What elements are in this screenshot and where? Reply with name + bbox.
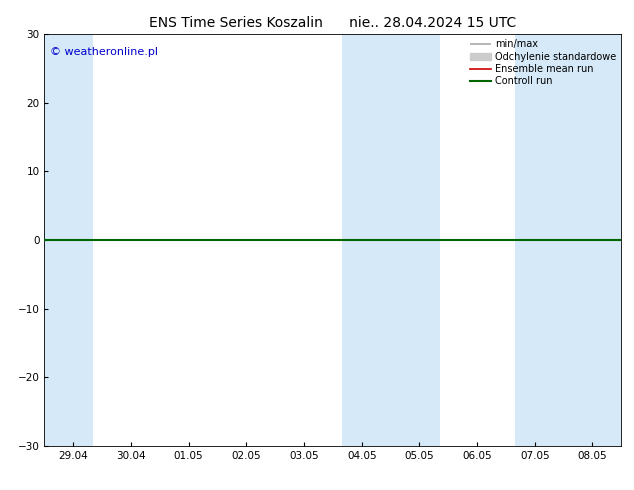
Title: ENS Time Series Koszalin      nie.. 28.04.2024 15 UTC: ENS Time Series Koszalin nie.. 28.04.202… — [149, 16, 517, 30]
Text: © weatheronline.pl: © weatheronline.pl — [50, 47, 158, 57]
Bar — [515, 34, 621, 446]
Bar — [44, 34, 93, 446]
Legend: min/max, Odchylenie standardowe, Ensemble mean run, Controll run: min/max, Odchylenie standardowe, Ensembl… — [468, 37, 618, 88]
Bar — [342, 34, 439, 446]
